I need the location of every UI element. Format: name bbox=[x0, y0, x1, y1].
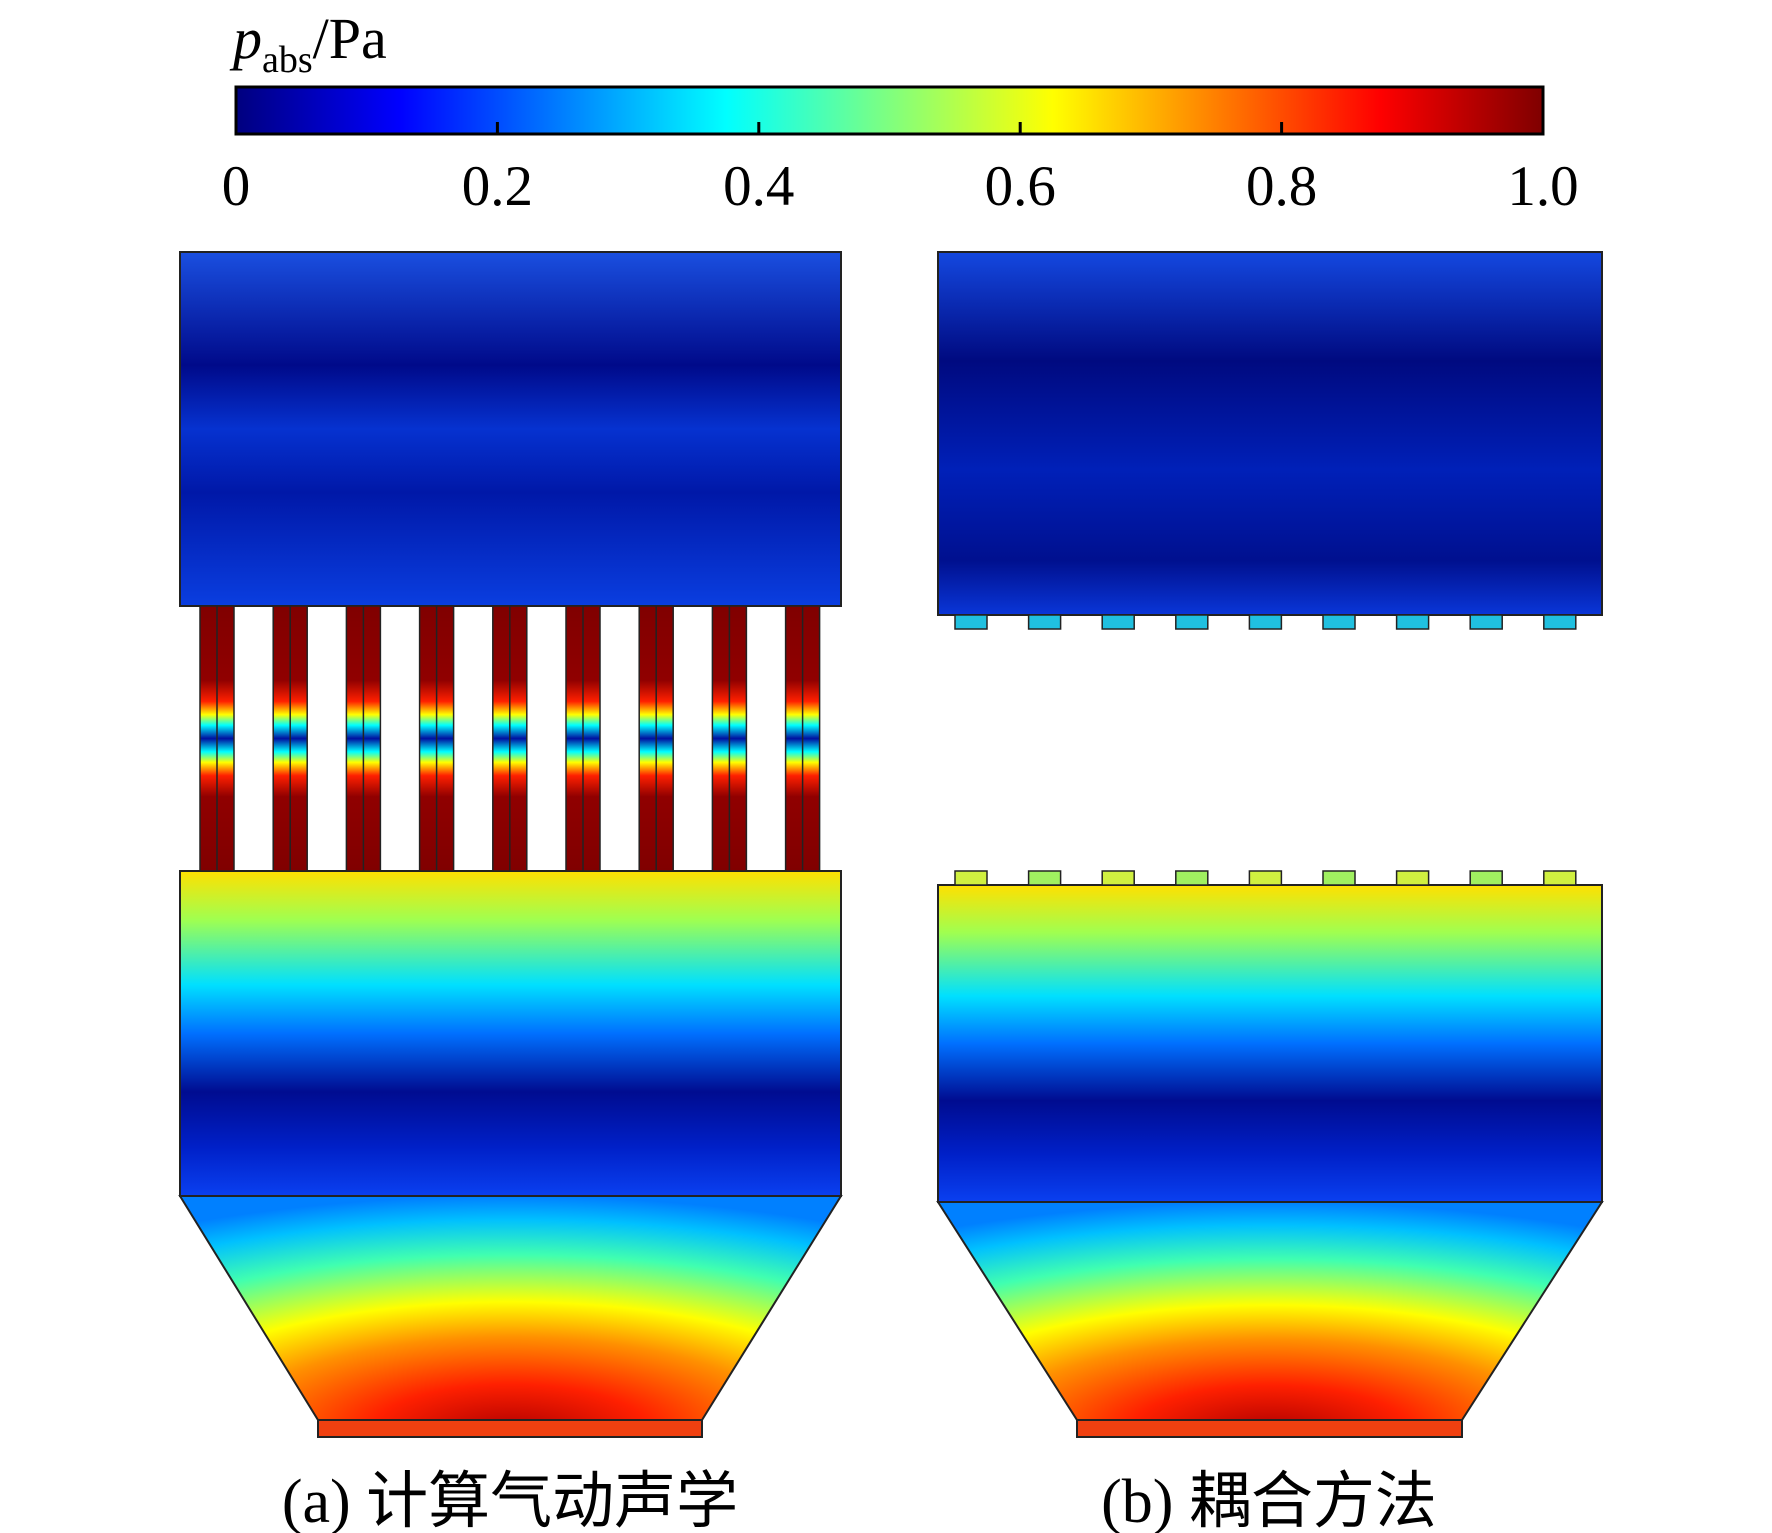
stub bbox=[954, 870, 988, 886]
tick-label: 0 bbox=[222, 155, 251, 218]
tick-label: 0.4 bbox=[723, 155, 794, 218]
panel-b-geometry bbox=[936, 251, 1604, 1438]
stub bbox=[1175, 870, 1209, 886]
colorbar bbox=[234, 85, 1545, 136]
stub bbox=[1469, 614, 1503, 630]
stub bbox=[1322, 870, 1356, 886]
panel-a-geometry bbox=[178, 251, 843, 1438]
stub bbox=[1395, 870, 1430, 886]
tick-label: 0.2 bbox=[462, 155, 533, 218]
stub bbox=[1395, 614, 1430, 630]
tick-label: 0.8 bbox=[1246, 155, 1317, 218]
unit: /Pa bbox=[313, 6, 387, 71]
stub bbox=[1027, 614, 1062, 630]
stub bbox=[1101, 870, 1135, 886]
tick-label: 1.0 bbox=[1507, 155, 1578, 218]
stub bbox=[1543, 614, 1577, 630]
stub bbox=[1248, 614, 1283, 630]
stub bbox=[954, 614, 988, 630]
symbol: p bbox=[229, 6, 262, 71]
caption: (b) 耦合方法 bbox=[1101, 1468, 1437, 1533]
caption: (a) 计算气动声学 bbox=[282, 1468, 738, 1533]
colorbar-label: pabs/Pa bbox=[229, 6, 387, 81]
stub bbox=[1248, 870, 1283, 886]
stub bbox=[1027, 870, 1062, 886]
subscript: abs bbox=[262, 39, 313, 81]
stub bbox=[1543, 870, 1577, 886]
stub bbox=[1175, 614, 1209, 630]
tick-label: 0.6 bbox=[985, 155, 1056, 218]
stub bbox=[1101, 614, 1135, 630]
stub bbox=[1469, 870, 1503, 886]
stub bbox=[1322, 614, 1356, 630]
